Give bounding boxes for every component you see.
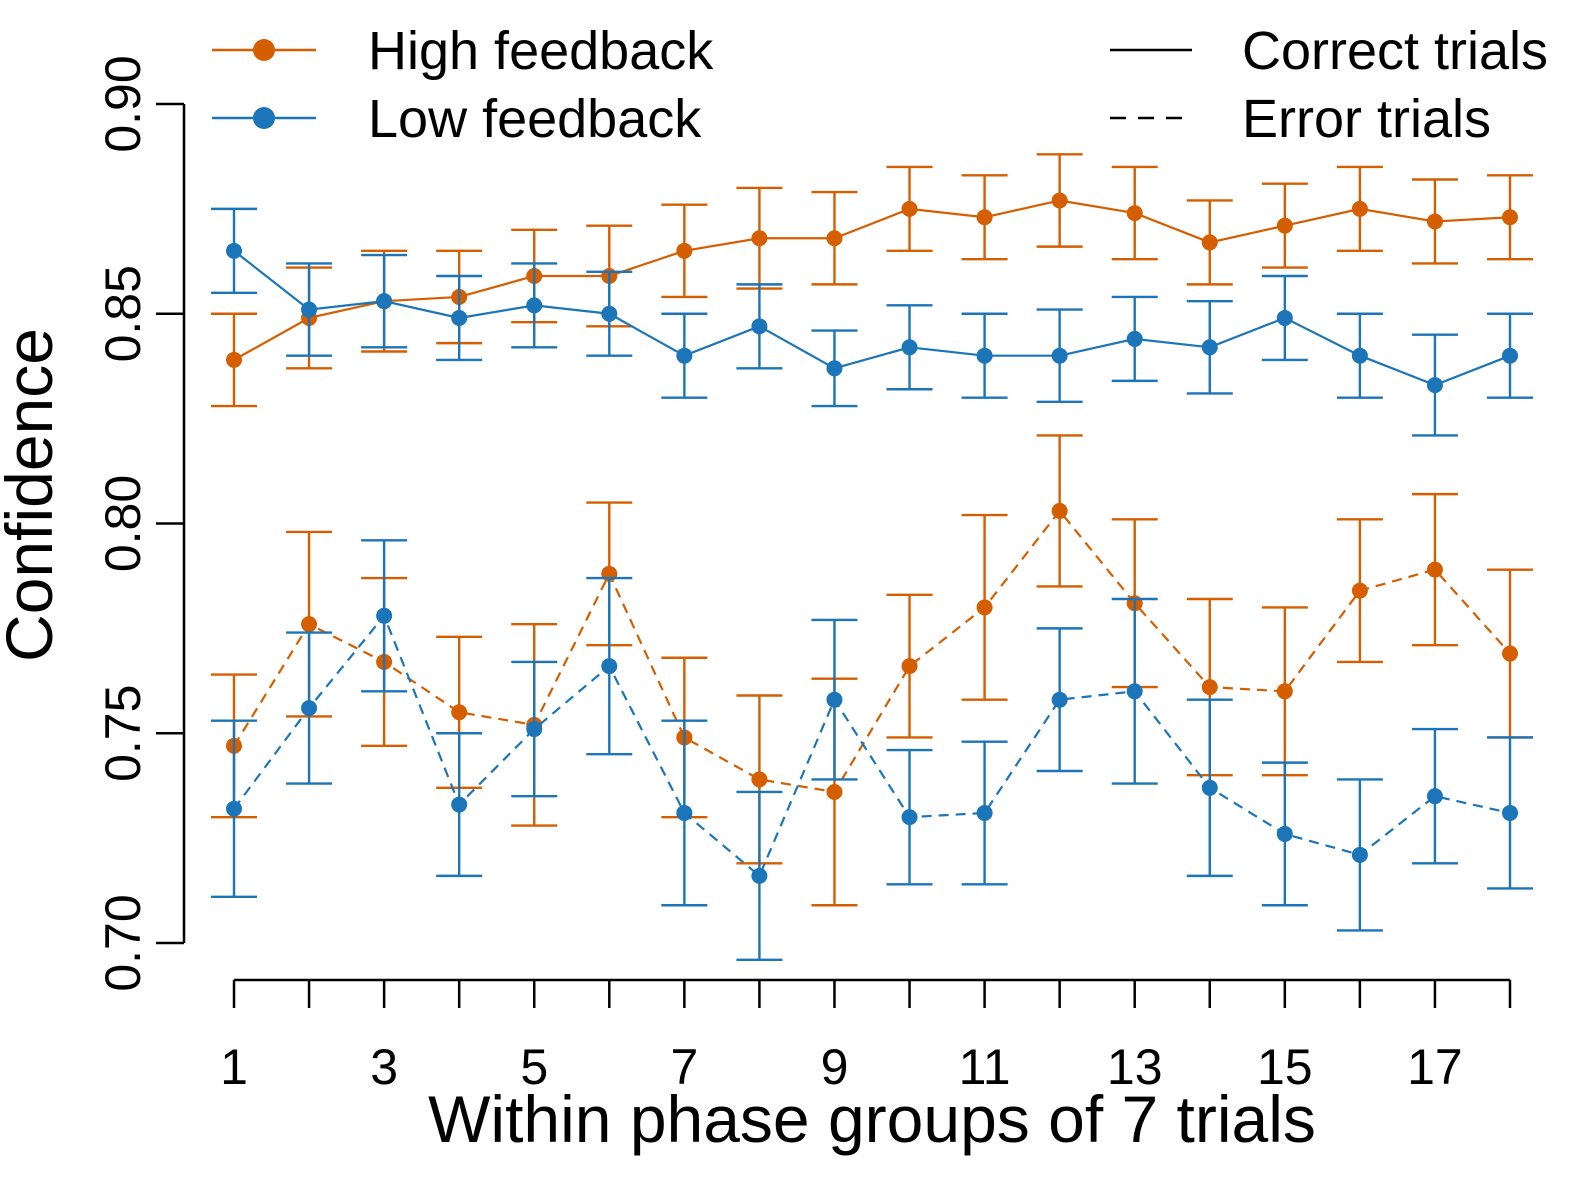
data-point <box>1426 377 1443 394</box>
data-point <box>1502 209 1518 226</box>
data-point <box>1201 339 1218 356</box>
x-tick-label: 5 <box>520 1039 548 1095</box>
series-group <box>211 153 1533 408</box>
legend: High feedback Low feedback Correct trials E… <box>212 21 1548 149</box>
legend-marker <box>253 107 275 129</box>
data-point <box>1201 779 1218 796</box>
data-point <box>1126 683 1143 700</box>
data-point <box>1351 347 1368 364</box>
legend-label: Correct trials <box>1242 21 1548 81</box>
data-point <box>751 771 768 788</box>
data-point <box>751 318 768 335</box>
data-point <box>1502 804 1518 821</box>
legend-label: High feedback <box>368 21 714 81</box>
series-line <box>233 509 1511 794</box>
data-point <box>226 351 242 368</box>
data-point <box>1051 691 1068 708</box>
series-group <box>211 539 1533 961</box>
data-point <box>826 230 843 247</box>
series-line <box>233 613 1511 878</box>
data-point <box>301 616 318 633</box>
x-tick-label: 17 <box>1407 1039 1463 1095</box>
data-point <box>1276 683 1293 700</box>
data-point <box>1426 561 1443 578</box>
data-point <box>376 293 393 310</box>
data-point <box>451 704 468 721</box>
data-point <box>226 242 242 259</box>
data-point <box>1351 846 1368 863</box>
data-point <box>1126 330 1143 347</box>
x-tick-label: 3 <box>370 1039 398 1095</box>
data-point <box>826 783 843 800</box>
series-line <box>233 249 1511 387</box>
data-point <box>976 347 993 364</box>
data-point <box>526 297 543 314</box>
series-group <box>211 207 1533 437</box>
y-axis-title: Confidence <box>0 328 66 662</box>
data-point <box>301 700 318 717</box>
data-point <box>676 242 693 259</box>
data-point <box>976 209 993 226</box>
data-point <box>901 809 918 826</box>
data-point <box>826 691 843 708</box>
x-tick-label: 13 <box>1107 1039 1163 1095</box>
data-point <box>1426 788 1443 805</box>
data-point <box>1051 192 1068 209</box>
data-point <box>676 804 693 821</box>
data-point <box>1502 347 1518 364</box>
data-point <box>1051 502 1068 519</box>
x-tick-label: 15 <box>1257 1039 1313 1095</box>
x-tick-label: 11 <box>959 1039 1011 1095</box>
data-point <box>601 658 618 675</box>
data-point <box>826 360 843 377</box>
data-point <box>1201 234 1218 251</box>
data-point <box>226 800 242 817</box>
data-point <box>601 305 618 322</box>
data-point <box>1276 825 1293 842</box>
data-point <box>901 339 918 356</box>
data-point <box>301 301 318 318</box>
data-point <box>1351 582 1368 599</box>
data-point <box>1201 679 1218 696</box>
data-point <box>1426 213 1443 230</box>
series-group <box>211 434 1533 907</box>
data-point <box>751 230 768 247</box>
data-point <box>451 796 468 813</box>
x-axis-title: Within phase groups of 7 trials <box>428 1082 1316 1156</box>
data-point <box>751 867 768 884</box>
data-point <box>376 607 393 624</box>
x-tick-label: 1 <box>220 1039 248 1095</box>
y-tick-label: 0.70 <box>95 894 151 991</box>
data-point <box>1051 347 1068 364</box>
legend-label: Error trials <box>1242 89 1491 149</box>
y-tick-label: 0.80 <box>95 475 151 572</box>
x-tick-label: 7 <box>670 1039 698 1095</box>
series-layer <box>211 153 1533 961</box>
legend-label: Low feedback <box>368 89 702 149</box>
y-tick-label: 0.75 <box>95 685 151 782</box>
data-point <box>976 599 993 616</box>
y-tick-label: 0.85 <box>95 265 151 362</box>
data-point <box>676 347 693 364</box>
y-axis: 0.70 0.75 0.80 0.85 0.90 <box>95 55 186 992</box>
series-line <box>233 199 1511 361</box>
data-point <box>1351 200 1368 217</box>
data-point <box>1276 217 1293 234</box>
x-axis: 1 3 5 7 9 11 13 15 17 <box>220 978 1512 1095</box>
x-tick-label: 9 <box>821 1039 849 1095</box>
y-tick-label: 0.90 <box>95 55 151 152</box>
data-point <box>1276 309 1293 326</box>
data-point <box>976 804 993 821</box>
data-point <box>451 309 468 326</box>
data-point <box>1126 205 1143 222</box>
data-point <box>526 721 543 738</box>
data-point <box>901 200 918 217</box>
legend-marker <box>253 39 275 61</box>
data-point <box>1502 645 1518 662</box>
data-point <box>901 658 918 675</box>
